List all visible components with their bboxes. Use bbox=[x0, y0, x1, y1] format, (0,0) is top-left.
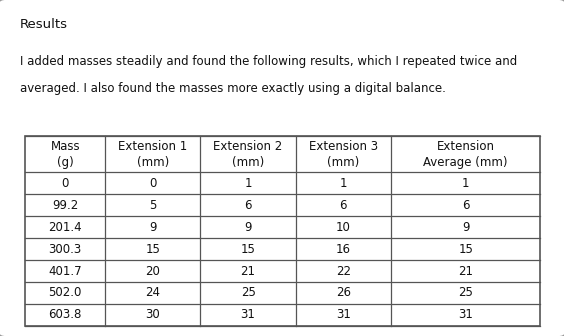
Text: Extension
Average (mm): Extension Average (mm) bbox=[424, 140, 508, 169]
Text: I added masses steadily and found the following results, which I repeated twice : I added masses steadily and found the fo… bbox=[20, 55, 517, 69]
Text: 5: 5 bbox=[149, 199, 157, 212]
Text: Results: Results bbox=[20, 18, 68, 32]
Text: 30: 30 bbox=[146, 308, 160, 322]
Text: 25: 25 bbox=[241, 287, 255, 299]
Text: 31: 31 bbox=[458, 308, 473, 322]
Text: 21: 21 bbox=[241, 264, 255, 278]
Text: 24: 24 bbox=[146, 287, 160, 299]
Text: 99.2: 99.2 bbox=[52, 199, 78, 212]
Text: 21: 21 bbox=[458, 264, 473, 278]
Text: 15: 15 bbox=[146, 243, 160, 256]
Text: 26: 26 bbox=[336, 287, 351, 299]
Text: 0: 0 bbox=[149, 177, 157, 190]
Text: Mass
(g): Mass (g) bbox=[50, 140, 80, 169]
Text: 603.8: 603.8 bbox=[49, 308, 82, 322]
Text: Extension 1
(mm): Extension 1 (mm) bbox=[118, 140, 187, 169]
Bar bbox=[25, 136, 540, 326]
Text: 9: 9 bbox=[462, 220, 469, 234]
Text: 201.4: 201.4 bbox=[49, 220, 82, 234]
Text: Extension 3
(mm): Extension 3 (mm) bbox=[309, 140, 378, 169]
Text: 9: 9 bbox=[244, 220, 252, 234]
Text: 502.0: 502.0 bbox=[49, 287, 82, 299]
Text: 6: 6 bbox=[462, 199, 469, 212]
Text: 1: 1 bbox=[340, 177, 347, 190]
Text: 31: 31 bbox=[336, 308, 351, 322]
Text: 22: 22 bbox=[336, 264, 351, 278]
Text: 6: 6 bbox=[244, 199, 252, 212]
Text: 20: 20 bbox=[146, 264, 160, 278]
Text: 15: 15 bbox=[458, 243, 473, 256]
Bar bbox=[25, 136, 540, 326]
Text: 9: 9 bbox=[149, 220, 157, 234]
Text: 31: 31 bbox=[241, 308, 255, 322]
Text: 25: 25 bbox=[458, 287, 473, 299]
Text: averaged. I also found the masses more exactly using a digital balance.: averaged. I also found the masses more e… bbox=[20, 82, 446, 95]
Text: 0: 0 bbox=[61, 177, 69, 190]
Text: 15: 15 bbox=[241, 243, 255, 256]
Text: 300.3: 300.3 bbox=[49, 243, 82, 256]
Text: 10: 10 bbox=[336, 220, 351, 234]
Text: 6: 6 bbox=[340, 199, 347, 212]
Text: Extension 2
(mm): Extension 2 (mm) bbox=[213, 140, 283, 169]
Text: 1: 1 bbox=[244, 177, 252, 190]
Text: 16: 16 bbox=[336, 243, 351, 256]
Text: 1: 1 bbox=[462, 177, 469, 190]
Text: 401.7: 401.7 bbox=[49, 264, 82, 278]
